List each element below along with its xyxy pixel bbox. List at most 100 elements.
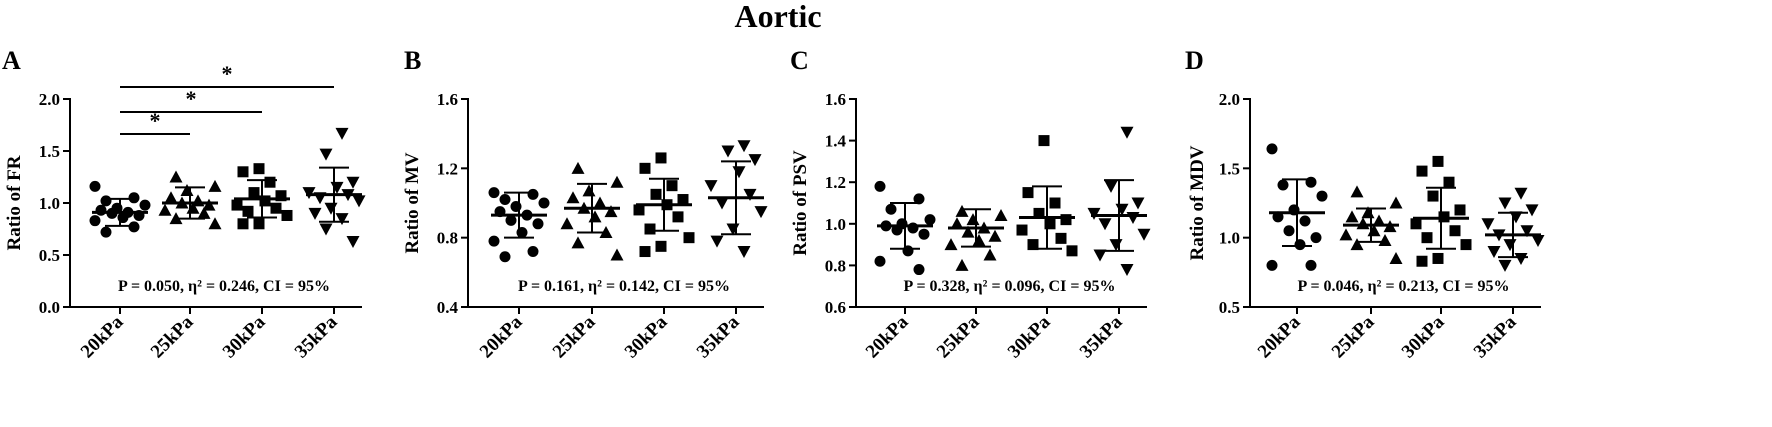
data-point <box>944 238 958 251</box>
data-point <box>275 190 287 202</box>
y-tick-label: 0.5 <box>1219 298 1240 317</box>
data-point <box>639 162 651 174</box>
data-point <box>1060 214 1072 226</box>
y-tick-label: 1.5 <box>1219 159 1240 178</box>
data-point <box>1503 239 1517 252</box>
data-point <box>1421 232 1433 244</box>
data-point <box>1356 217 1370 230</box>
data-point <box>1514 187 1528 200</box>
data-point <box>100 226 112 238</box>
data-point <box>180 184 194 197</box>
stats-text: P = 0.046, η² = 0.213, CI = 95% <box>1298 278 1510 295</box>
data-point <box>988 229 1002 242</box>
data-point <box>1131 197 1145 210</box>
data-point <box>1460 239 1472 251</box>
group-30kPa <box>633 152 695 258</box>
panel-a: A 0.0 0.5 1.0 1.5 2.0 Ratio of FR 20kPa 25kPa 30k… <box>2 46 366 362</box>
data-point <box>164 191 178 204</box>
data-point <box>737 140 751 153</box>
data-point <box>1044 218 1056 230</box>
y-tick-label: 1.6 <box>825 90 846 109</box>
y-axis-label: Ratio of PSV <box>790 150 811 256</box>
data-point <box>737 246 751 259</box>
data-point <box>197 206 211 219</box>
data-point <box>253 163 265 175</box>
data-point <box>302 187 316 200</box>
data-point <box>950 217 964 230</box>
data-point <box>1520 225 1534 238</box>
panel-d: D 0.5 1.0 1.5 2.0 Ratio of MDV 20kPa 25kPa 30kPa… <box>1185 46 1545 362</box>
data-point <box>754 206 768 219</box>
y-tick-label: 0.6 <box>825 298 846 317</box>
x-tick-label: 25kPa <box>933 311 984 362</box>
data-point <box>208 217 222 230</box>
data-point <box>1454 204 1466 216</box>
data-point <box>748 154 762 167</box>
x-tick-label: 25kPa <box>549 311 600 362</box>
data-point <box>666 180 678 192</box>
data-point <box>560 217 574 230</box>
data-point <box>1481 218 1495 231</box>
x-tick-label: 35kPa <box>1470 311 1521 362</box>
data-point <box>505 214 517 226</box>
data-point <box>1266 143 1278 155</box>
data-point <box>1339 228 1353 241</box>
data-point <box>1277 179 1289 191</box>
group-25kPa <box>560 161 624 261</box>
group-25kPa <box>944 204 1008 271</box>
data-point <box>281 209 293 221</box>
group-25kPa <box>1339 185 1403 264</box>
y-tick-label: 0.0 <box>39 298 60 317</box>
data-point <box>1449 225 1461 237</box>
y-tick-label: 1.5 <box>39 142 60 161</box>
y-axis-label: Ratio of MDV <box>1187 145 1208 260</box>
data-point <box>346 176 360 189</box>
data-point <box>1416 165 1428 177</box>
significance-star: * <box>150 108 161 133</box>
data-point <box>169 170 183 183</box>
group-35kPa <box>1087 126 1151 277</box>
stats-text: P = 0.328, η² = 0.096, CI = 95% <box>904 278 1116 295</box>
data-point <box>499 251 511 263</box>
panel-letter: C <box>790 46 809 75</box>
data-point <box>1266 259 1278 271</box>
data-point <box>208 179 222 192</box>
significance-star: * <box>222 61 233 86</box>
group-20kPa <box>874 180 936 276</box>
data-point <box>571 236 585 249</box>
panel-letter: D <box>1185 46 1204 75</box>
data-point <box>1104 180 1118 193</box>
data-point <box>1498 197 1512 210</box>
data-point <box>732 166 746 179</box>
stats-text: P = 0.161, η² = 0.142, CI = 95% <box>518 278 730 295</box>
data-point <box>95 204 107 216</box>
y-tick-label: 1.6 <box>437 90 458 109</box>
data-point <box>907 222 919 234</box>
y-tick-label: 0.8 <box>825 256 846 275</box>
data-point <box>1126 212 1140 225</box>
data-point <box>672 211 684 223</box>
data-point <box>571 161 585 174</box>
data-point <box>202 198 216 211</box>
data-point <box>527 188 539 200</box>
y-tick-label: 1.4 <box>825 132 847 151</box>
x-tick-label: 20kPa <box>1254 311 1305 362</box>
y-tick-label: 1.0 <box>825 215 846 234</box>
data-point <box>1350 185 1364 198</box>
data-point <box>1531 234 1545 247</box>
data-point <box>1305 259 1317 271</box>
group-30kPa <box>231 163 293 230</box>
data-point <box>89 180 101 192</box>
data-point <box>1115 203 1129 216</box>
data-point <box>499 194 511 206</box>
data-point <box>955 204 969 217</box>
data-point <box>346 235 360 248</box>
data-point <box>1305 176 1317 188</box>
data-point <box>1316 190 1328 202</box>
data-point <box>1027 239 1039 251</box>
group-35kPa <box>302 127 366 248</box>
data-point <box>582 184 596 197</box>
significance-star: * <box>186 86 197 111</box>
data-point <box>319 148 333 161</box>
data-point <box>1022 187 1034 199</box>
